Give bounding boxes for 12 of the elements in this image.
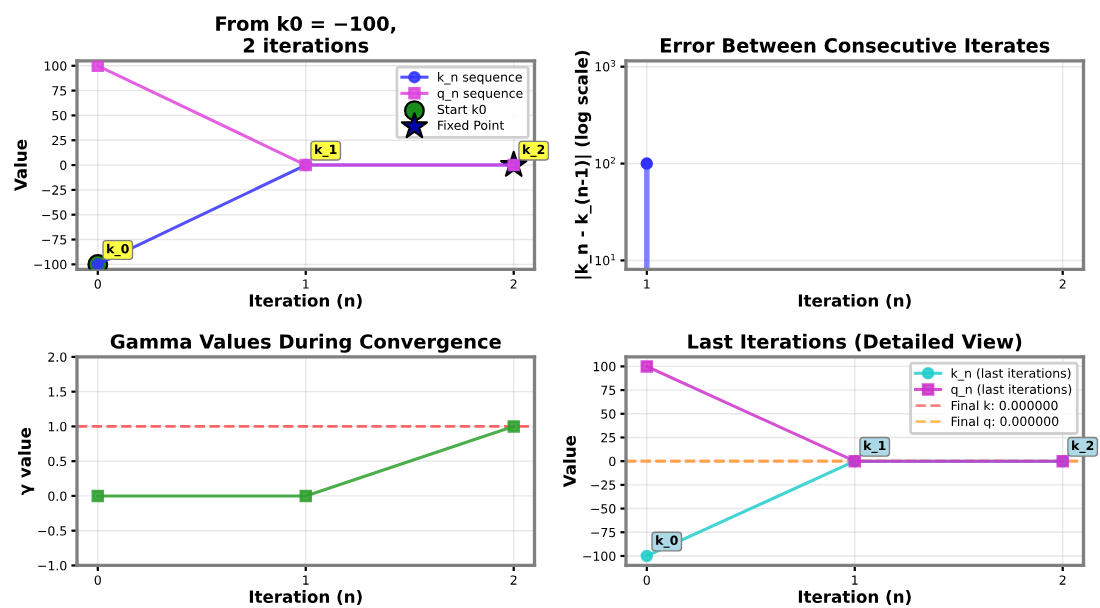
chart-title: Gamma Values During Convergence xyxy=(110,333,501,353)
y-axis-title: γ value xyxy=(18,427,35,495)
chart-title: Error Between Consecutive Iterates xyxy=(660,37,1050,53)
chart-title: Last Iterations (Detailed View) xyxy=(688,333,1022,352)
chart-title: From k0 = −100, 2 iterations xyxy=(216,15,396,53)
y-axis-title: Value xyxy=(14,139,27,192)
y-axis-title: Value xyxy=(563,435,576,488)
y-axis-title: |k_n - k_(n-1)| (log scale) xyxy=(574,50,592,279)
x-axis-title: Iteration (n) xyxy=(249,590,362,605)
x-axis-title: Iteration (n) xyxy=(249,293,362,309)
x-axis-title: Iteration (n) xyxy=(798,293,911,309)
x-axis-title: Iteration (n) xyxy=(798,590,911,605)
